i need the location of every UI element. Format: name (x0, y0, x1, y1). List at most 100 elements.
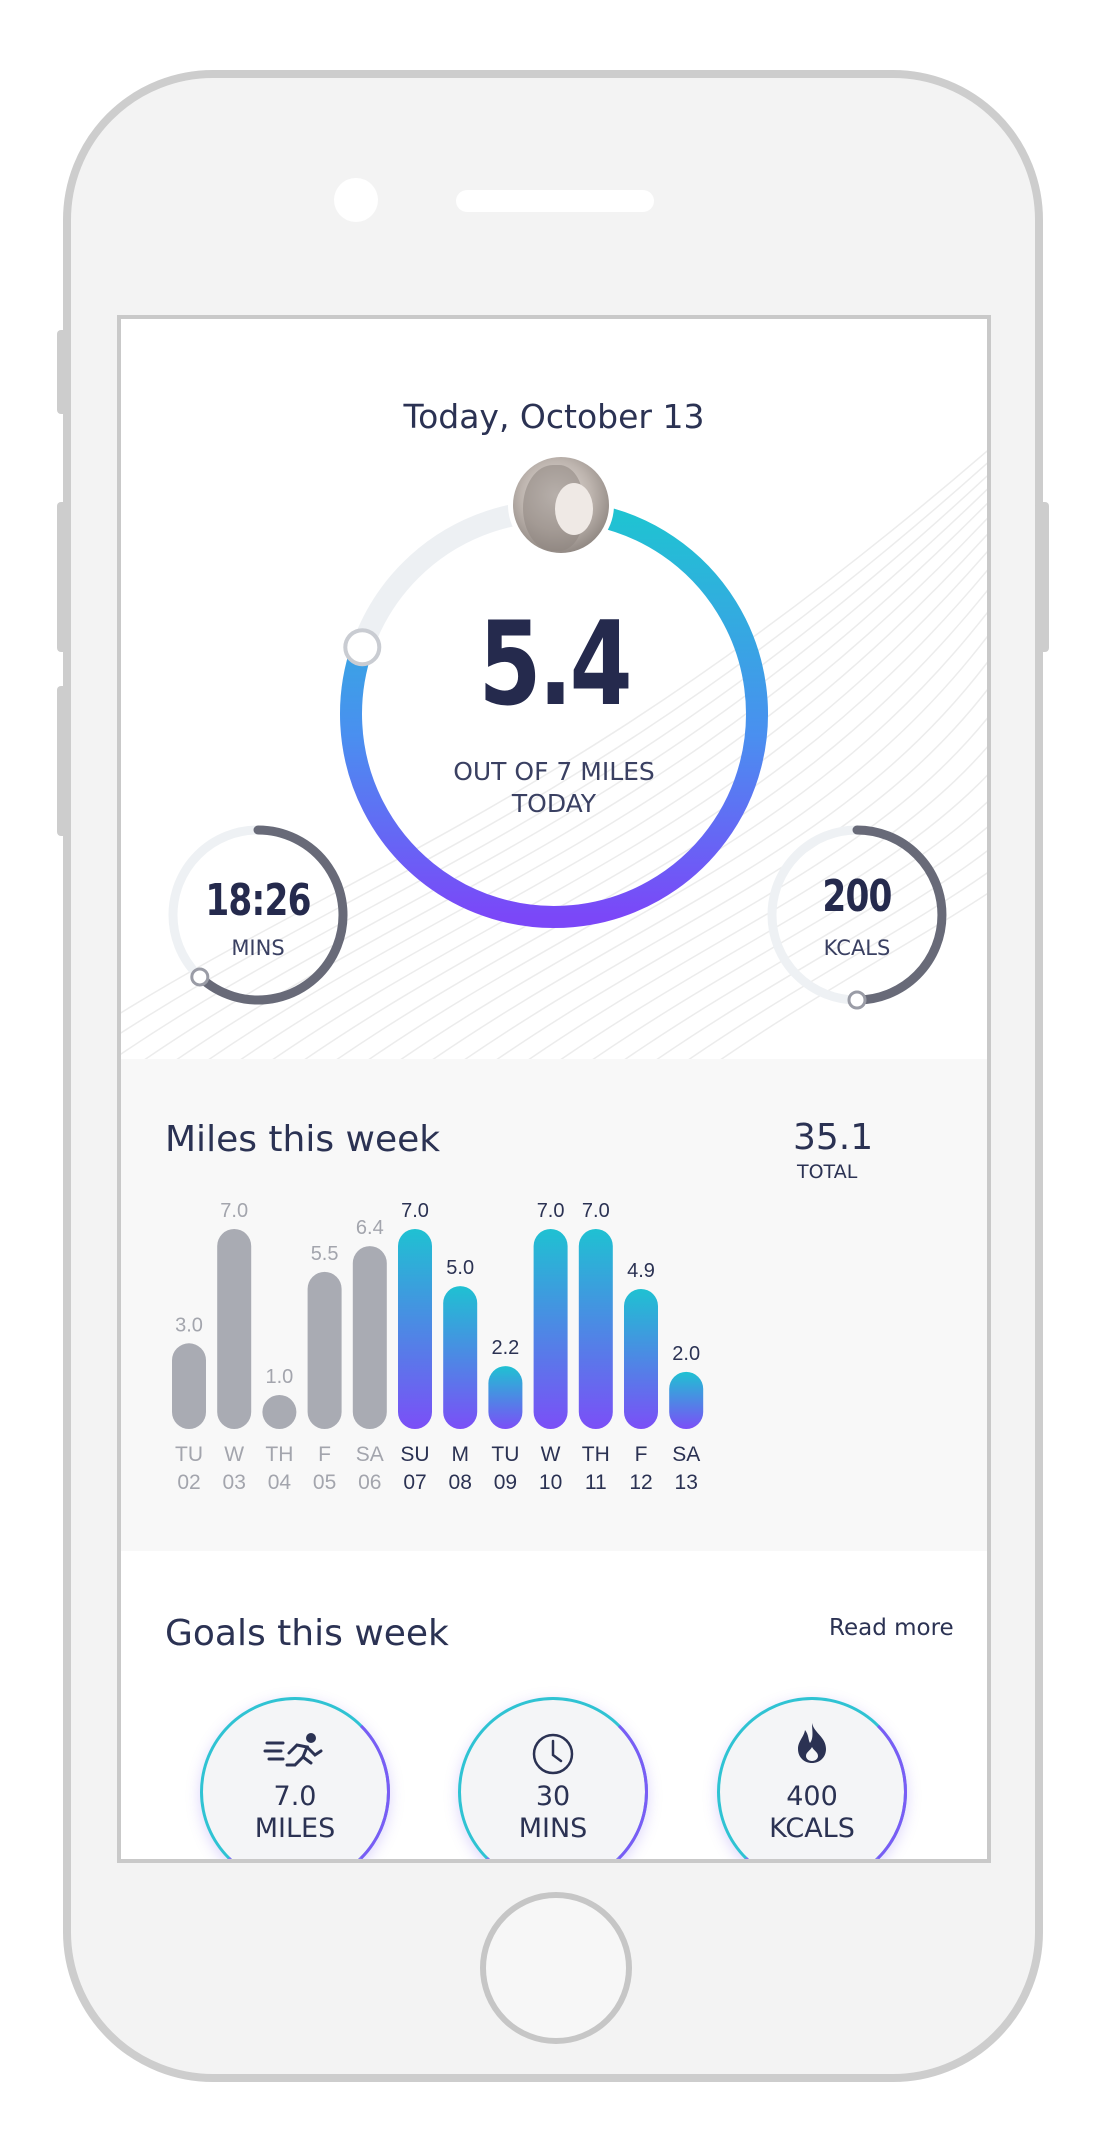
wave-line (400, 635, 987, 1059)
time-label: MINS (231, 936, 285, 960)
running-icon (200, 1731, 390, 1779)
bar-value-label: 7.0 (220, 1200, 248, 1222)
goal-minutes-value: 30 (535, 1781, 571, 1812)
day-label: SA (672, 1443, 700, 1466)
weekly-goals-section: Goals this week Read more 7.0 MILES (121, 1551, 987, 1859)
time-value: 18:26 (205, 875, 311, 926)
wave-line (688, 872, 987, 1059)
goal-minutes-unit: MINS (518, 1813, 588, 1844)
volume-up-button (57, 502, 71, 652)
miles-today-value: 5.4 (478, 597, 633, 732)
weekly-miles-section: Miles this week 35.1 TOTAL 3.0 TU 02 7.0 W 03… (121, 1059, 987, 1551)
earpiece-speaker (456, 190, 654, 212)
wave-line (592, 801, 987, 1059)
date-label: 12 (629, 1471, 652, 1494)
bar-f-12[interactable] (624, 1289, 658, 1429)
goals-title: Goals this week (165, 1613, 449, 1654)
goal-kcals-unit: KCALS (769, 1813, 855, 1844)
goal-miles-unit: MILES (254, 1813, 336, 1844)
day-label: F (318, 1443, 331, 1466)
bar-tu-02[interactable] (172, 1343, 206, 1429)
wave-line (368, 611, 987, 1059)
home-button[interactable] (480, 1892, 632, 2044)
day-label: SU (400, 1443, 429, 1466)
day-label: TU (491, 1443, 519, 1466)
day-label: TH (265, 1443, 293, 1466)
date-label: 11 (585, 1471, 607, 1494)
goal-kcals[interactable]: 400 KCALS (717, 1697, 907, 1859)
time-ring-progress (195, 825, 348, 1005)
wave-line (121, 475, 987, 1055)
bar-w-10[interactable] (533, 1229, 568, 1429)
bar-f-05[interactable] (307, 1271, 342, 1429)
date-label: 05 (313, 1471, 336, 1494)
bar-su-07[interactable] (398, 1229, 432, 1429)
clock-icon (458, 1731, 648, 1781)
date-label: 08 (449, 1471, 472, 1494)
bar-value-label: 7.0 (401, 1200, 429, 1222)
goal-miles[interactable]: 7.0 MILES (200, 1697, 390, 1859)
miles-caption-line2: TODAY (511, 789, 597, 818)
day-label: F (635, 1443, 648, 1466)
bar-value-label: 3.0 (175, 1314, 203, 1336)
bar-sa-06[interactable] (352, 1246, 387, 1429)
bar-tu-09[interactable] (488, 1366, 523, 1429)
goal-kcals-value: 400 (786, 1781, 838, 1812)
bar-value-label: 1.0 (265, 1366, 293, 1388)
bar-value-label: 5.0 (446, 1257, 474, 1279)
day-label: TH (582, 1443, 610, 1466)
goal-miles-value: 7.0 (273, 1781, 317, 1812)
goal-minutes[interactable]: 30 MINS (458, 1697, 648, 1859)
energy-ring-handle (847, 990, 867, 1010)
bar-value-label: 5.5 (311, 1243, 339, 1265)
energy-ring-progress (852, 825, 947, 1005)
mute-switch (57, 330, 71, 414)
weekly-total-label: TOTAL (797, 1161, 858, 1183)
wave-line (528, 746, 987, 1059)
wave-line (624, 826, 987, 1059)
weekly-bar-chart: 3.0 TU 02 7.0 W 03 1.0 TH 04 5.5 F 05 6.4 SA 06 7.0 SU 07… (172, 1200, 704, 1494)
front-camera (334, 178, 378, 222)
power-button (1035, 502, 1049, 652)
app-screen: Today, October 13 5.4 (117, 315, 991, 1863)
day-label: M (451, 1443, 469, 1466)
date-label: 13 (675, 1471, 698, 1494)
main-ring-handle[interactable] (343, 628, 382, 667)
wave-line (304, 569, 987, 1059)
flame-icon (717, 1721, 907, 1769)
date-label: 07 (403, 1471, 426, 1494)
weekly-total-value: 35.1 (793, 1117, 874, 1158)
bar-value-label: 6.4 (356, 1217, 384, 1239)
daily-progress-section: Today, October 13 5.4 (121, 319, 987, 1059)
day-label: TU (175, 1443, 203, 1466)
bar-value-label: 2.0 (672, 1343, 700, 1365)
today-date: Today, October 13 (403, 397, 705, 436)
main-ring-progress (340, 504, 768, 928)
energy-label: KCALS (823, 936, 891, 960)
bar-th-04[interactable] (262, 1395, 297, 1429)
bar-value-label: 2.2 (491, 1337, 519, 1359)
wave-line (656, 850, 987, 1059)
day-label: W (541, 1443, 561, 1466)
time-ring-handle (190, 967, 210, 987)
wave-line (720, 892, 987, 1059)
date-label: 02 (177, 1471, 200, 1494)
bar-w-03[interactable] (217, 1229, 252, 1429)
weekly-title: Miles this week (165, 1119, 441, 1160)
wave-line (240, 533, 987, 1059)
date-label: 04 (268, 1471, 292, 1494)
bar-value-label: 7.0 (537, 1200, 565, 1222)
bar-m-08[interactable] (443, 1286, 478, 1429)
wave-line (121, 462, 987, 1034)
read-more-link[interactable]: Read more (829, 1615, 954, 1641)
bar-sa-13[interactable] (669, 1371, 704, 1429)
day-label: W (224, 1443, 244, 1466)
date-label: 10 (539, 1471, 562, 1494)
user-avatar[interactable] (508, 452, 614, 558)
wave-line (272, 550, 987, 1059)
bar-th-11[interactable] (578, 1229, 613, 1429)
day-label: SA (356, 1443, 384, 1466)
miles-today-caption: OUT OF 7 MILES TODAY (121, 756, 987, 820)
wave-line (121, 450, 987, 1014)
date-label: 06 (358, 1471, 381, 1494)
